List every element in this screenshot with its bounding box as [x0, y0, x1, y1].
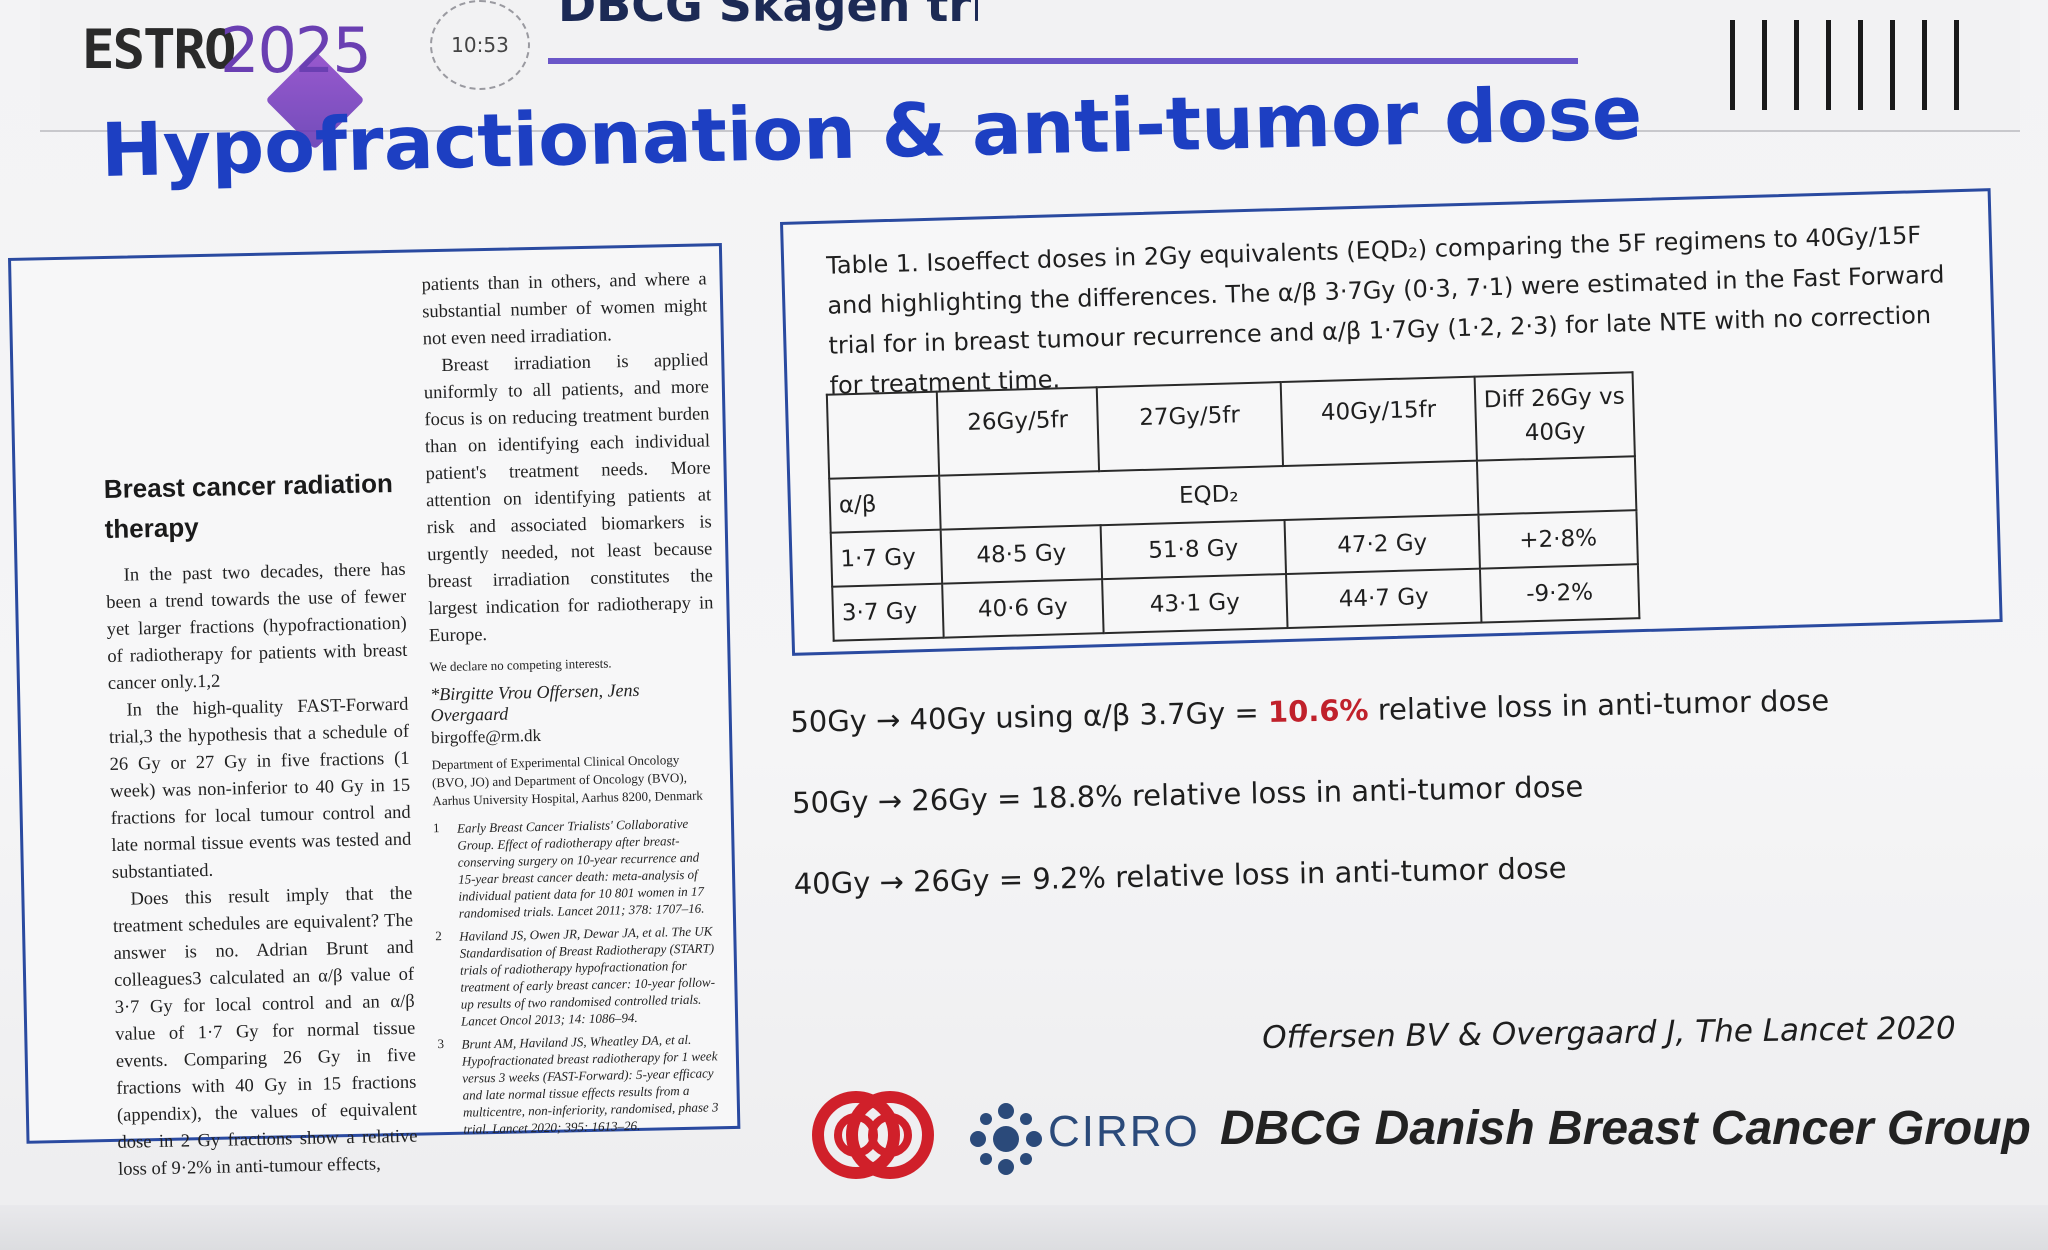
loss-text: relative loss in anti-tumor dose [1368, 683, 1830, 727]
table-header-cell: 27Gy/5fr [1096, 382, 1284, 472]
dose-loss-item: 40Gy → 26Gy = 9.2% relative loss in anti… [793, 845, 1833, 901]
table-cell: 44·7 Gy [1286, 568, 1482, 628]
competing-interests: We declare no competing interests. [429, 655, 612, 675]
alpha-beta-label: α/β [829, 475, 941, 533]
reference-text: Haviland JS, Owen JR, Dewar JA, et al. T… [459, 923, 716, 1029]
table-cell: 48·5 Gy [940, 525, 1103, 584]
loss-text: 40Gy → 26Gy = 9.2% relative loss in anti… [793, 850, 1567, 901]
table-header-cell: 26Gy/5fr [936, 387, 1100, 476]
estro-logo-text: ESTRO [82, 18, 237, 81]
reference-number: 2 [435, 928, 442, 944]
reference-item: 2 Haviland JS, Owen JR, Dewar JA, et al.… [435, 922, 722, 1030]
lancet-excerpt: patients than in others, and where a sub… [8, 243, 741, 1180]
excerpt-right-column: patients than in others, and where a sub… [421, 266, 724, 1144]
reference-item: 3 Brunt AM, Haviland JS, Wheatley DA, et… [437, 1030, 724, 1138]
table-row-label: 3·7 Gy [832, 583, 944, 641]
table-header-cell: 40Gy/15fr [1280, 376, 1477, 467]
isoeffect-table: 26Gy/5fr 27Gy/5fr 40Gy/15fr Diff 26Gy vs… [826, 371, 1641, 641]
table-cell: 40·6 Gy [942, 579, 1104, 638]
isoeffect-table-panel: Table 1. Isoeffect doses in 2Gy equivale… [780, 188, 2003, 656]
citation: Offersen BV & Overgaard J, The Lancet 20… [1262, 1010, 1956, 1056]
table-cell: 43·1 Gy [1102, 574, 1288, 634]
excerpt-left-column: Breast cancer radiation therapy In the p… [103, 463, 418, 1184]
session-title: DBCG Skagen trial I... [558, 0, 978, 32]
excerpt-text: In the high-quality FAST-Forward trial,3… [108, 694, 412, 883]
estro-logo-year: 2025 [220, 14, 372, 87]
table-row-label: 1·7 Gy [830, 529, 943, 587]
loss-text: 50Gy → 40Gy using α/β 3.7Gy = [790, 694, 1269, 739]
affiliation: Department of Experimental Clinical Onco… [431, 752, 703, 809]
authors: *Birgitte Vrou Offersen, Jens Overgaard [430, 679, 640, 726]
decorative-hatch [1730, 20, 1970, 110]
table-cell: 47·2 Gy [1284, 514, 1480, 575]
table-cell: 51·8 Gy [1100, 520, 1287, 580]
reference-number: 3 [437, 1036, 445, 1052]
footer-logos: CIRRO DBCG Danish Breast Cancer Group [808, 1085, 2038, 1195]
author-email: birgoffe@rm.dk [430, 725, 542, 748]
dbcg-rings-icon [812, 1091, 934, 1179]
bottom-shade [0, 1205, 2048, 1250]
reference-text: Early Breast Cancer Trialists' Collabora… [456, 815, 705, 921]
dose-loss-item: 50Gy → 26Gy = 18.8% relative loss in ant… [792, 764, 1832, 820]
table-cell: -9·2% [1479, 564, 1640, 623]
loss-text: 50Gy → 26Gy = 18.8% relative loss in ant… [791, 769, 1584, 820]
table-header-cell [826, 391, 940, 479]
table-caption: Table 1. Isoeffect doses in 2Gy equivale… [825, 221, 1945, 400]
title-underline [548, 58, 1578, 64]
dose-loss-list: 50Gy → 40Gy using α/β 3.7Gy = 10.6% rela… [790, 683, 1834, 948]
dose-loss-item: 50Gy → 40Gy using α/β 3.7Gy = 10.6% rela… [790, 683, 1830, 739]
excerpt-text: In the past two decades, there has been … [106, 559, 408, 694]
slide-header [40, 0, 2020, 132]
table-header-cell: Diff 26Gy vs 40Gy [1474, 372, 1635, 461]
cirro-wordmark: CIRRO [1048, 1107, 1200, 1156]
table-cell [1476, 456, 1637, 515]
excerpt-text: Does this result imply that the treatmen… [112, 883, 418, 1180]
excerpt-text: patients than in others, and where a sub… [421, 269, 708, 350]
excerpt-heading: Breast cancer radiation therapy [103, 467, 394, 545]
session-timer: 10:53 [430, 0, 530, 90]
reference-text: Brunt AM, Haviland JS, Wheatley DA, et a… [461, 1031, 719, 1137]
cirro-icon [970, 1103, 1042, 1175]
timer-value: 10:53 [451, 33, 509, 57]
reference-item: 1 Early Breast Cancer Trialists' Collabo… [433, 814, 720, 922]
estro-logo: ESTRO 2025 [70, 8, 372, 150]
excerpt-text: Breast irradiation is applied uniformly … [423, 350, 714, 647]
reference-number: 1 [432, 820, 440, 836]
dbcg-wordmark: DBCG Danish Breast Cancer Group [1220, 1102, 2031, 1155]
loss-highlight: 10.6% [1267, 692, 1369, 729]
table-cell: +2·8% [1478, 510, 1638, 569]
